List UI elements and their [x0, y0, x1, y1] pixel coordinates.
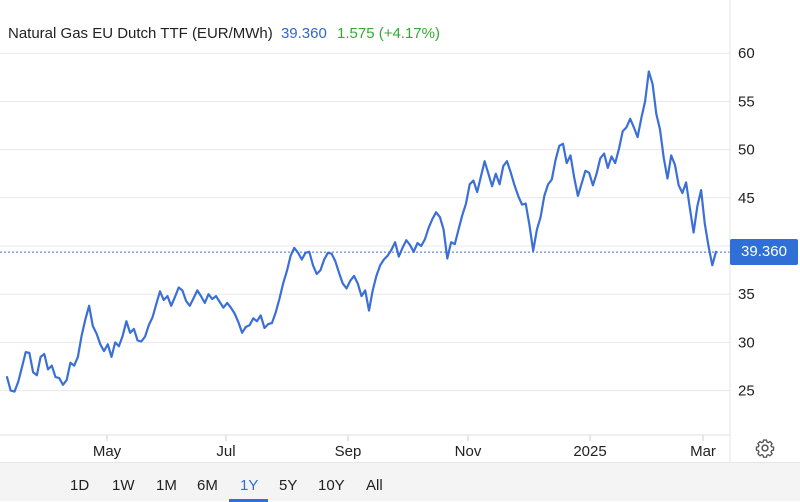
x-tick-label: Sep: [335, 443, 362, 460]
y-tick-label: 25: [738, 383, 755, 400]
y-axis: 2530354045505560: [738, 45, 755, 399]
x-tick-label: Mar: [690, 443, 716, 460]
series-line: [5, 70, 718, 393]
range-1y-button[interactable]: 1Y: [240, 477, 259, 494]
x-axis: May Jul Sep Nov 2025 Mar: [93, 435, 716, 460]
chart-header: Natural Gas EU Dutch TTF (EUR/MWh) 39.36…: [8, 25, 440, 42]
range-1w-button[interactable]: 1W: [112, 477, 135, 494]
y-tick-label: 45: [738, 190, 755, 207]
y-tick-label: 55: [738, 93, 755, 110]
range-5y-button[interactable]: 5Y: [279, 477, 298, 494]
x-tick-label: May: [93, 443, 122, 460]
range-6m-button[interactable]: 6M: [197, 477, 218, 494]
y-tick-label: 35: [738, 286, 755, 303]
range-1m-button[interactable]: 1M: [156, 477, 177, 494]
time-range-bar: 1D 1W 1M 6M 1Y 5Y 10Y All: [0, 462, 800, 502]
range-all-button[interactable]: All: [366, 477, 383, 494]
grid-lines: [0, 52, 730, 392]
gear-icon[interactable]: [755, 438, 775, 458]
y-tick-label: 50: [738, 142, 755, 159]
current-price-tag: 39.360: [730, 239, 798, 265]
x-tick-label: 2025: [573, 443, 606, 460]
y-tick-label: 30: [738, 334, 755, 351]
range-10y-button[interactable]: 10Y: [318, 477, 345, 494]
last-price: 39.360: [280, 25, 327, 42]
range-1d-button[interactable]: 1D: [70, 477, 90, 494]
x-tick-label: Nov: [455, 443, 482, 460]
price-change: 1.575 (+4.17%): [337, 25, 440, 42]
y-tick-label: 60: [738, 45, 755, 62]
x-tick-label: Jul: [216, 443, 235, 460]
instrument-title: Natural Gas EU Dutch TTF (EUR/MWh): [8, 25, 273, 42]
